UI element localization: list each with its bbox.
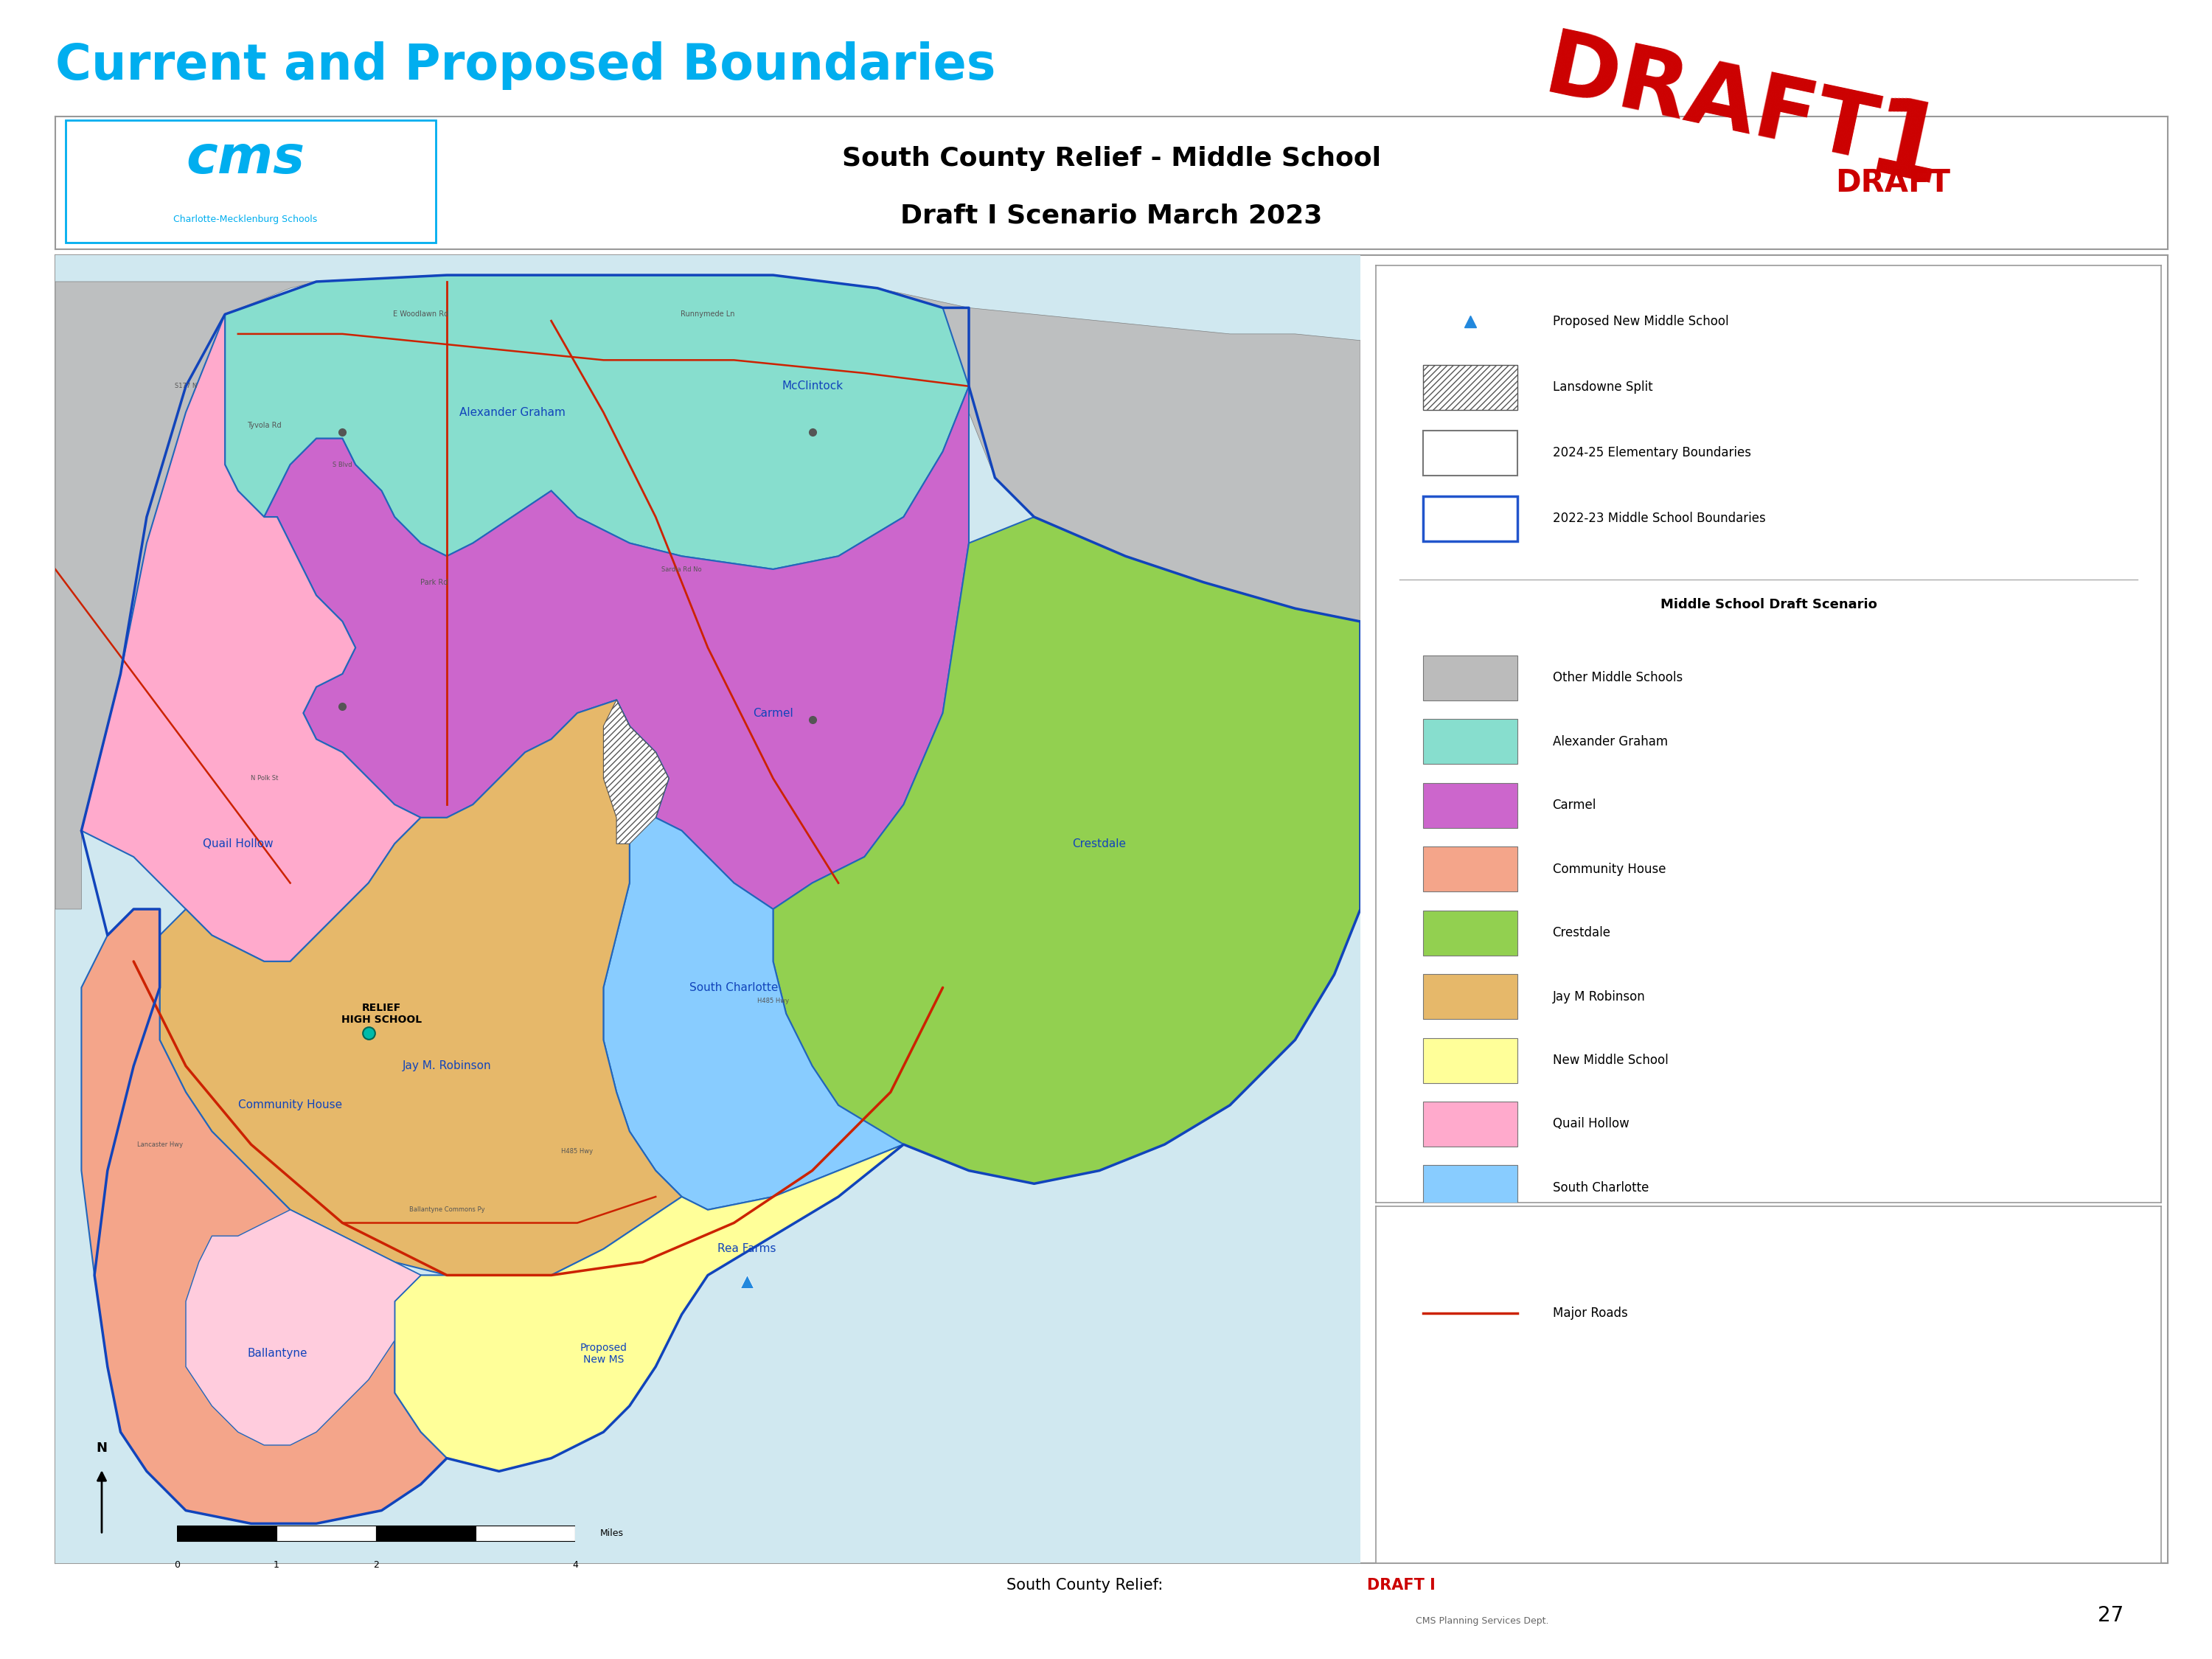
Bar bbox=[476, 1526, 575, 1541]
FancyBboxPatch shape bbox=[1422, 365, 1517, 410]
Text: Ballantyne: Ballantyne bbox=[248, 1349, 307, 1359]
Text: 2: 2 bbox=[374, 1559, 378, 1569]
FancyBboxPatch shape bbox=[66, 119, 436, 242]
Text: 2022-23 Middle School Boundaries: 2022-23 Middle School Boundaries bbox=[1553, 513, 1765, 526]
Text: Middle School Draft Scenario: Middle School Draft Scenario bbox=[1661, 599, 1876, 612]
Text: Alexander Graham: Alexander Graham bbox=[1553, 735, 1668, 748]
Polygon shape bbox=[394, 1145, 902, 1472]
FancyBboxPatch shape bbox=[1422, 496, 1517, 541]
Text: N: N bbox=[97, 1442, 106, 1455]
FancyBboxPatch shape bbox=[1422, 430, 1517, 476]
Text: Charlotte-Mecklenburg Schools: Charlotte-Mecklenburg Schools bbox=[173, 216, 316, 224]
FancyBboxPatch shape bbox=[1422, 846, 1517, 891]
Text: South Charlotte: South Charlotte bbox=[690, 982, 779, 994]
FancyBboxPatch shape bbox=[1422, 655, 1517, 700]
Text: Carmel: Carmel bbox=[752, 707, 794, 718]
Text: Proposed
New MS: Proposed New MS bbox=[580, 1342, 626, 1365]
Text: Crestdale: Crestdale bbox=[1073, 838, 1126, 849]
Text: 4: 4 bbox=[573, 1559, 577, 1569]
Text: Carmel: Carmel bbox=[1553, 798, 1597, 811]
Text: Jay M Robinson: Jay M Robinson bbox=[1553, 990, 1646, 1004]
Text: Park Rd: Park Rd bbox=[420, 579, 447, 586]
Text: Ballantyne Commons Py: Ballantyne Commons Py bbox=[409, 1206, 484, 1213]
Text: Miles: Miles bbox=[599, 1528, 624, 1538]
Polygon shape bbox=[604, 700, 902, 1209]
Text: Community House: Community House bbox=[1553, 863, 1666, 876]
Text: Proposed New Middle School: Proposed New Middle School bbox=[1553, 315, 1728, 328]
Polygon shape bbox=[82, 909, 447, 1523]
Polygon shape bbox=[186, 1209, 420, 1445]
Polygon shape bbox=[604, 700, 668, 844]
Text: Sardia Rd No: Sardia Rd No bbox=[661, 566, 701, 572]
Text: Quail Hollow: Quail Hollow bbox=[1553, 1118, 1628, 1131]
Text: Major Roads: Major Roads bbox=[1553, 1307, 1628, 1321]
Text: Lansdowne Split: Lansdowne Split bbox=[1553, 380, 1652, 393]
Text: 1: 1 bbox=[274, 1559, 279, 1569]
Text: CMS Planning Services Dept.: CMS Planning Services Dept. bbox=[1416, 1616, 1548, 1626]
Text: E Woodlawn Rd: E Woodlawn Rd bbox=[394, 310, 449, 319]
Text: cms: cms bbox=[186, 133, 305, 184]
FancyBboxPatch shape bbox=[1422, 974, 1517, 1019]
Polygon shape bbox=[774, 518, 1360, 1183]
Text: 0: 0 bbox=[175, 1559, 179, 1569]
Text: Jay M. Robinson: Jay M. Robinson bbox=[403, 1060, 491, 1072]
Text: Lancaster Hwy: Lancaster Hwy bbox=[137, 1141, 184, 1148]
Polygon shape bbox=[226, 275, 969, 569]
Text: Runnymede Ln: Runnymede Ln bbox=[681, 310, 734, 319]
Text: RELIEF
HIGH SCHOOL: RELIEF HIGH SCHOOL bbox=[341, 1002, 422, 1025]
Text: South Charlotte: South Charlotte bbox=[1553, 1181, 1648, 1194]
Text: DRAFT: DRAFT bbox=[1537, 25, 1885, 179]
Polygon shape bbox=[159, 700, 681, 1276]
Text: 2024-25 Elementary Boundaries: 2024-25 Elementary Boundaries bbox=[1553, 446, 1752, 460]
FancyBboxPatch shape bbox=[1422, 1039, 1517, 1083]
Text: N Polk St: N Polk St bbox=[250, 775, 279, 781]
FancyBboxPatch shape bbox=[1422, 1102, 1517, 1146]
Text: S Blvd: S Blvd bbox=[332, 461, 352, 468]
Text: Crestdale: Crestdale bbox=[1553, 926, 1610, 939]
Text: DRAFT: DRAFT bbox=[1836, 168, 1951, 197]
Text: 1: 1 bbox=[1858, 91, 1953, 209]
Polygon shape bbox=[82, 314, 420, 962]
Text: Current and Proposed Boundaries: Current and Proposed Boundaries bbox=[55, 41, 995, 90]
Polygon shape bbox=[55, 282, 316, 909]
Text: South County Relief:: South County Relief: bbox=[1006, 1578, 1168, 1593]
Polygon shape bbox=[878, 289, 1360, 622]
Text: Quail Hollow: Quail Hollow bbox=[204, 838, 274, 849]
Text: Alexander Graham: Alexander Graham bbox=[460, 406, 564, 418]
Bar bbox=[376, 1526, 476, 1541]
Text: Tyvola Rd: Tyvola Rd bbox=[248, 421, 281, 430]
Text: McClintock: McClintock bbox=[781, 380, 843, 392]
FancyBboxPatch shape bbox=[1422, 718, 1517, 765]
Polygon shape bbox=[263, 387, 969, 909]
Text: 27: 27 bbox=[2097, 1606, 2124, 1626]
FancyBboxPatch shape bbox=[1422, 783, 1517, 828]
Text: Rea Farms: Rea Farms bbox=[717, 1244, 776, 1254]
Text: H485 Hwy: H485 Hwy bbox=[757, 997, 790, 1004]
Text: Other Middle Schools: Other Middle Schools bbox=[1553, 672, 1683, 685]
Text: H485 Hwy: H485 Hwy bbox=[562, 1148, 593, 1155]
FancyBboxPatch shape bbox=[1422, 911, 1517, 956]
Text: S177 N: S177 N bbox=[175, 383, 197, 390]
Text: South County Relief - Middle School: South County Relief - Middle School bbox=[843, 146, 1380, 171]
Text: Community House: Community House bbox=[239, 1100, 343, 1112]
FancyBboxPatch shape bbox=[1422, 1165, 1517, 1211]
Text: Draft I Scenario March 2023: Draft I Scenario March 2023 bbox=[900, 202, 1323, 229]
Bar bbox=[276, 1526, 376, 1541]
Bar bbox=[177, 1526, 276, 1541]
Text: DRAFT I: DRAFT I bbox=[1367, 1578, 1436, 1593]
Text: New Middle School: New Middle School bbox=[1553, 1053, 1668, 1067]
